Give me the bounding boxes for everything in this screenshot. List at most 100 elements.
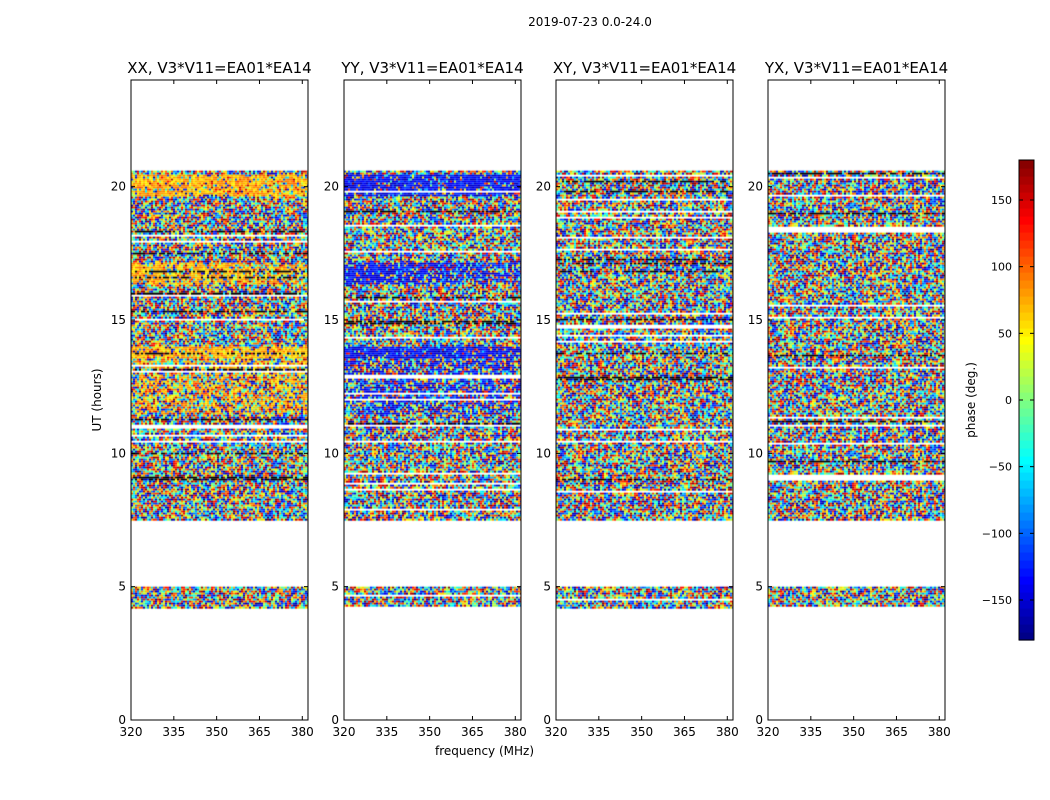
y-tick-label: 15 — [536, 313, 551, 327]
colorbar-segment — [1019, 296, 1034, 305]
x-tick-label: 350 — [205, 725, 228, 739]
colorbar-segment — [1019, 376, 1034, 385]
panel-2: XY, V3*V11=EA01*EA14 320 335 350 365 380 0 5 10 1… — [536, 59, 739, 739]
colorbar-segment — [1019, 408, 1034, 417]
colorbar-segment — [1019, 608, 1034, 617]
colorbar-segment — [1019, 328, 1034, 337]
colorbar-segment — [1019, 536, 1034, 545]
colorbar-segment — [1019, 400, 1034, 409]
colorbar-segment — [1019, 200, 1034, 209]
colorbar-segment — [1019, 496, 1034, 505]
colorbar-tick-label: −50 — [989, 461, 1012, 474]
panel-0: XX, V3*V11=EA01*EA14 320 335 350 365 380 0 5 10 1… — [90, 59, 314, 739]
y-tick-label: 15 — [111, 313, 126, 327]
colorbar-segment — [1019, 560, 1034, 569]
colorbar-segment — [1019, 488, 1034, 497]
phase-heatmap — [556, 80, 733, 720]
colorbar-segment — [1019, 192, 1034, 201]
axes-frame — [555, 79, 734, 721]
colorbar-segment — [1019, 368, 1034, 377]
panel-3: YX, V3*V11=EA01*EA14 320 335 350 365 380 0 5 10 1… — [748, 59, 951, 739]
colorbar-segment — [1019, 440, 1034, 449]
y-tick-label: 10 — [111, 446, 126, 460]
colorbar-segment — [1019, 320, 1034, 329]
x-tick-label: 380 — [504, 725, 527, 739]
x-tick-label: 365 — [673, 725, 696, 739]
y-tick-label: 5 — [543, 580, 551, 594]
colorbar-segment — [1019, 288, 1034, 297]
colorbar-segment — [1019, 336, 1034, 345]
x-tick-label: 320 — [757, 725, 780, 739]
y-tick-label: 15 — [748, 313, 763, 327]
colorbar-segment — [1019, 424, 1034, 433]
axes-frame — [130, 79, 309, 721]
x-tick-label: 350 — [842, 725, 865, 739]
colorbar-segment — [1019, 504, 1034, 513]
colorbar-segment — [1019, 208, 1034, 217]
colorbar-segment — [1019, 224, 1034, 233]
colorbar-segment — [1019, 552, 1034, 561]
y-tick-label: 20 — [748, 180, 763, 194]
y-tick-label: 5 — [755, 580, 763, 594]
panel-title: XY, V3*V11=EA01*EA14 — [553, 59, 736, 77]
x-tick-label: 365 — [248, 725, 271, 739]
y-tick-label: 20 — [536, 180, 551, 194]
x-tick-label: 365 — [885, 725, 908, 739]
colorbar-segment — [1019, 576, 1034, 585]
colorbar-tick-label: −150 — [982, 594, 1012, 607]
colorbar-tick-label: 50 — [998, 327, 1012, 340]
panels: XX, V3*V11=EA01*EA14 320 335 350 365 380 0 5 10 1… — [90, 59, 951, 758]
colorbar-segment — [1019, 312, 1034, 321]
panel-title: XX, V3*V11=EA01*EA14 — [127, 59, 311, 77]
y-tick-label: 5 — [331, 580, 339, 594]
x-tick-label: 350 — [630, 725, 653, 739]
phase-heatmap — [768, 80, 945, 720]
panel-1: YY, V3*V11=EA01*EA14 320 335 350 365 380 0 5 10 1… — [324, 59, 534, 758]
colorbar: 150 100 50 0 −50 −100 −150 phase (deg.) — [964, 159, 1035, 641]
colorbar-segment — [1019, 456, 1034, 465]
y-tick-label: 20 — [111, 180, 126, 194]
colorbar-segment — [1019, 344, 1034, 353]
x-tick-label: 320 — [545, 725, 568, 739]
colorbar-segment — [1019, 616, 1034, 625]
colorbar-segment — [1019, 248, 1034, 257]
colorbar-label: phase (deg.) — [964, 362, 978, 438]
colorbar-segment — [1019, 160, 1034, 169]
colorbar-segment — [1019, 512, 1034, 521]
colorbar-segment — [1019, 272, 1034, 281]
y-axis-label: UT (hours) — [90, 368, 104, 431]
axes-frame — [767, 79, 946, 721]
colorbar-tick-label: 100 — [991, 261, 1012, 274]
panel-title: YY, V3*V11=EA01*EA14 — [340, 59, 523, 77]
x-tick-label: 350 — [418, 725, 441, 739]
colorbar-segment — [1019, 216, 1034, 225]
colorbar-segment — [1019, 464, 1034, 473]
colorbar-segment — [1019, 448, 1034, 457]
colorbar-segment — [1019, 480, 1034, 489]
colorbar-segment — [1019, 176, 1034, 185]
colorbar-segment — [1019, 528, 1034, 537]
y-tick-label: 0 — [755, 713, 763, 727]
y-tick-label: 0 — [331, 713, 339, 727]
colorbar-segment — [1019, 600, 1034, 609]
colorbar-segment — [1019, 416, 1034, 425]
y-tick-label: 10 — [748, 446, 763, 460]
y-tick-label: 10 — [536, 446, 551, 460]
colorbar-segment — [1019, 472, 1034, 481]
colorbar-segment — [1019, 520, 1034, 529]
x-tick-label: 335 — [375, 725, 398, 739]
x-tick-label: 335 — [799, 725, 822, 739]
x-tick-label: 335 — [587, 725, 610, 739]
colorbar-segment — [1019, 280, 1034, 289]
colorbar-tick-label: 150 — [991, 194, 1012, 207]
x-tick-label: 365 — [461, 725, 484, 739]
x-tick-label: 380 — [928, 725, 951, 739]
colorbar-segment — [1019, 256, 1034, 265]
y-tick-label: 0 — [118, 713, 126, 727]
colorbar-segment — [1019, 392, 1034, 401]
x-tick-label: 320 — [333, 725, 356, 739]
colorbar-segment — [1019, 544, 1034, 553]
colorbar-segment — [1019, 304, 1034, 313]
x-tick-label: 335 — [162, 725, 185, 739]
